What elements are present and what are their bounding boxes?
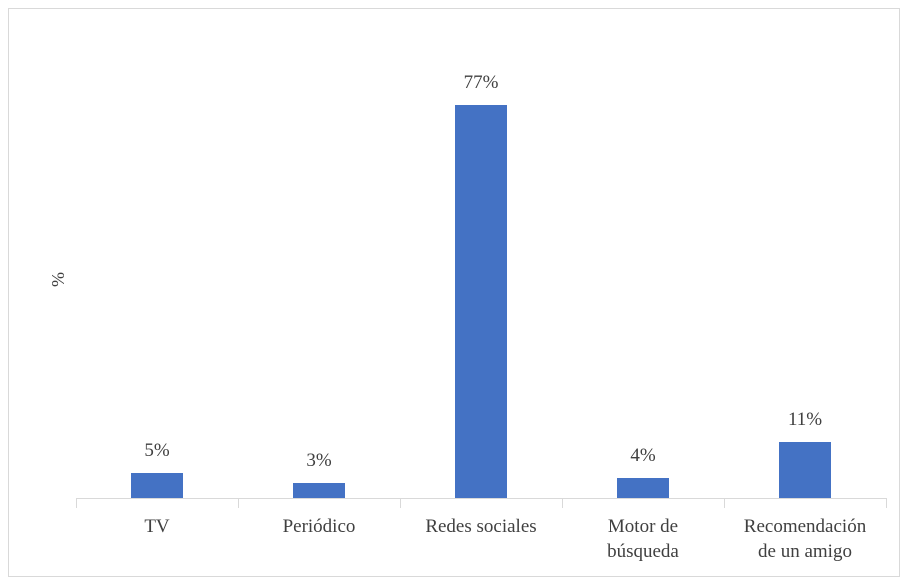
x-tick-label: TV xyxy=(144,516,170,537)
x-tick xyxy=(400,498,401,508)
chart: % TV 5% Periódico 3% Redes sociales 77% Motor … xyxy=(8,8,900,577)
bar xyxy=(293,482,345,498)
bar xyxy=(617,477,669,498)
data-label: 5% xyxy=(144,439,170,461)
x-axis xyxy=(76,498,886,499)
x-tick-label: Redes sociales xyxy=(425,516,537,537)
data-label: 77% xyxy=(463,72,499,94)
bar xyxy=(779,441,831,498)
data-label: 3% xyxy=(306,449,332,471)
y-axis-label: % xyxy=(48,272,68,287)
x-tick-label: Periódico xyxy=(282,516,356,537)
data-label: 11% xyxy=(787,408,823,430)
x-tick xyxy=(238,498,239,508)
x-tick-label: Recomendación de un amigo xyxy=(743,516,867,562)
bar xyxy=(131,472,183,498)
bar xyxy=(455,105,507,498)
x-tick xyxy=(562,498,563,508)
x-tick xyxy=(76,498,77,508)
x-tick-label: Motor de búsqueda xyxy=(607,516,679,562)
x-tick xyxy=(886,498,887,508)
data-label: 4% xyxy=(630,444,656,466)
x-tick xyxy=(724,498,725,508)
